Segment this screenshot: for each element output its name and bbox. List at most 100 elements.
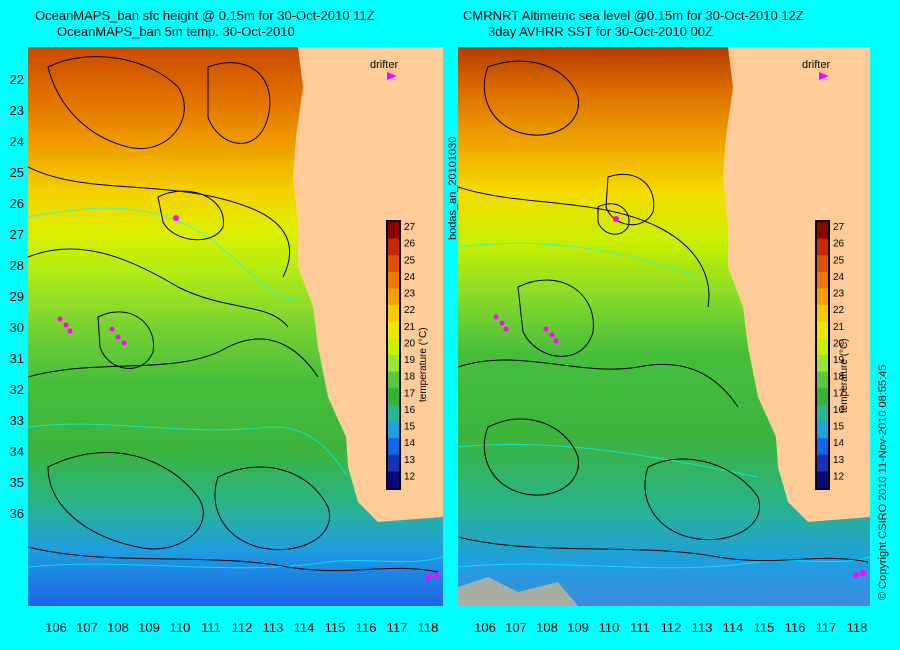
right-colorbar-tick-label: 27 <box>833 222 845 233</box>
left-colorbar-tick-label: 19 <box>404 355 416 366</box>
left-colorbar-segment <box>388 454 399 472</box>
latitude-tick-label: 28 <box>9 258 24 273</box>
latitude-tick-label: 34 <box>9 444 24 459</box>
left-longitude-tick-label: 116 <box>355 620 377 635</box>
right-map-panel <box>458 47 870 606</box>
right-colorbar-segment <box>817 238 828 256</box>
right-colorbar-svg: 27 26 25 24 23 22 21 20 19 18 17 16 15 14 13 12 tempera… <box>815 220 850 490</box>
right-colorbar-segment <box>817 454 828 472</box>
right-colorbar-tick-label: 19 <box>833 355 845 366</box>
copyright-label: © Copyright CSIRO 2010 11-Nov-2010 08:55… <box>877 364 889 600</box>
right-colorbar-segment <box>817 271 828 289</box>
left-colorbar-segment <box>388 271 399 289</box>
latitude-tick-label: 27 <box>9 227 24 242</box>
left-colorbar-tick-label: 16 <box>404 405 416 416</box>
right-colorbar-tick-label: 18 <box>833 372 845 383</box>
left-colorbar-segment <box>388 421 399 439</box>
right-colorbar-segment <box>817 438 828 456</box>
right-land-mass <box>723 47 870 522</box>
left-longitude-tick-label: 113 <box>262 620 284 635</box>
left-colorbar-tick-label: 24 <box>404 272 416 283</box>
right-longitude-tick-label: 118 <box>846 620 868 635</box>
right-colorbar-segment <box>817 404 828 422</box>
left-colorbar-tick-label: 12 <box>404 471 416 482</box>
latitude-tick-label: 31 <box>9 351 24 366</box>
right-drifter-tracks <box>493 72 866 578</box>
right-colorbar-segment <box>817 321 828 339</box>
left-longitude-tick-label: 108 <box>107 620 129 635</box>
left-colorbar-segment <box>388 238 399 256</box>
right-colorbar-segment <box>817 338 828 356</box>
latitude-tick-label: 24 <box>9 134 24 149</box>
left-map-title: OceanMAPS_ban sfc height @ 0.15m for 30-… <box>35 8 375 23</box>
right-colorbar-tick-label: 26 <box>833 239 845 250</box>
left-longitude-tick-label: 114 <box>293 620 315 635</box>
left-drifter-label: drifter <box>370 59 399 71</box>
right-longitude-tick-label: 111 <box>630 620 650 635</box>
right-map-title: CMRNRT Altimetric sea level @0.15m for 3… <box>463 8 804 23</box>
left-longitude-tick-label: 118 <box>417 620 439 635</box>
right-colorbar-segment <box>817 255 828 273</box>
left-colorbar-segment <box>388 404 399 422</box>
left-longitude-tick-label: 109 <box>138 620 160 635</box>
right-longitude-tick-label: 106 <box>474 620 496 635</box>
latitude-tick-label: 26 <box>9 196 24 211</box>
right-longitude-tick-label: 110 <box>598 620 620 635</box>
latitude-tick-label: 25 <box>9 165 24 180</box>
right-colorbar-tick-label: 15 <box>833 422 845 433</box>
right-colorbar-tick-label: 20 <box>833 338 845 349</box>
left-map-panel: 27 26 25 24 23 22 21 20 19 18 17 16 15 14 13 12 tempera… <box>28 47 443 606</box>
right-longitude-tick-label: 108 <box>536 620 558 635</box>
right-colorbar-tick-label: 17 <box>833 388 845 399</box>
right-colorbar-tick-label: 23 <box>833 289 845 300</box>
left-colorbar-segment <box>388 371 399 389</box>
left-colorbar-tick-label: 23 <box>404 289 416 300</box>
left-colorbar-segment <box>388 255 399 273</box>
left-colorbar-segment <box>388 305 399 323</box>
right-colorbar-tick-label: 22 <box>833 305 845 316</box>
left-drifter-icon <box>387 72 397 80</box>
right-longitude-tick-label: 107 <box>505 620 527 635</box>
right-longitude-tick-label: 116 <box>784 620 806 635</box>
analysis-run-label: bodas_an_20101030 <box>447 136 459 240</box>
right-colorbar-segment <box>817 222 828 240</box>
right-colorbar-segment <box>817 288 828 306</box>
latitude-tick-label: 36 <box>9 506 24 521</box>
left-drifter-tracks <box>57 72 439 580</box>
right-map-svg <box>458 47 870 606</box>
right-colorbar-tick-label: 12 <box>833 471 845 482</box>
left-colorbar <box>388 222 399 489</box>
latitude-tick-label: 30 <box>9 320 24 335</box>
right-colorbar-segment <box>817 421 828 439</box>
left-longitude-tick-label: 111 <box>201 620 221 635</box>
left-colorbar-tick-label: 17 <box>404 388 416 399</box>
right-longitude-tick-label: 113 <box>691 620 713 635</box>
left-longitude-tick-label: 117 <box>386 620 408 635</box>
right-longitude-tick-label: 109 <box>567 620 589 635</box>
right-longitude-tick-label: 112 <box>660 620 682 635</box>
latitude-tick-label: 23 <box>9 103 24 118</box>
right-colorbar-segment <box>817 388 828 406</box>
right-longitude-tick-label: 115 <box>753 620 775 635</box>
left-colorbar-segment <box>388 438 399 456</box>
right-colorbar-segment <box>817 305 828 323</box>
left-map-svg: 27 26 25 24 23 22 21 20 19 18 17 16 15 14 13 12 tempera… <box>28 47 443 606</box>
left-colorbar-segment <box>388 388 399 406</box>
right-longitude-tick-label: 117 <box>815 620 837 635</box>
left-longitude-tick-label: 115 <box>324 620 346 635</box>
left-longitude-tick-label: 107 <box>76 620 98 635</box>
left-colorbar-segment <box>388 321 399 339</box>
right-colorbar-segment <box>817 471 828 489</box>
left-colorbar-segment <box>388 288 399 306</box>
latitude-tick-label: 32 <box>9 382 24 397</box>
latitude-tick-label: 22 <box>9 72 24 87</box>
right-colorbar-tick-label: 24 <box>833 272 845 283</box>
right-colorbar-tick-label: 25 <box>833 255 845 266</box>
right-colorbar-segment <box>817 355 828 373</box>
right-colorbar-tick-label: 16 <box>833 405 845 416</box>
right-sea-level-contours <box>458 60 869 563</box>
right-drifter-label: drifter <box>802 59 831 71</box>
left-colorbar-tick-label: 25 <box>404 255 416 266</box>
right-colorbar-segment <box>817 371 828 389</box>
left-colorbar-tick-label: 14 <box>404 438 416 449</box>
